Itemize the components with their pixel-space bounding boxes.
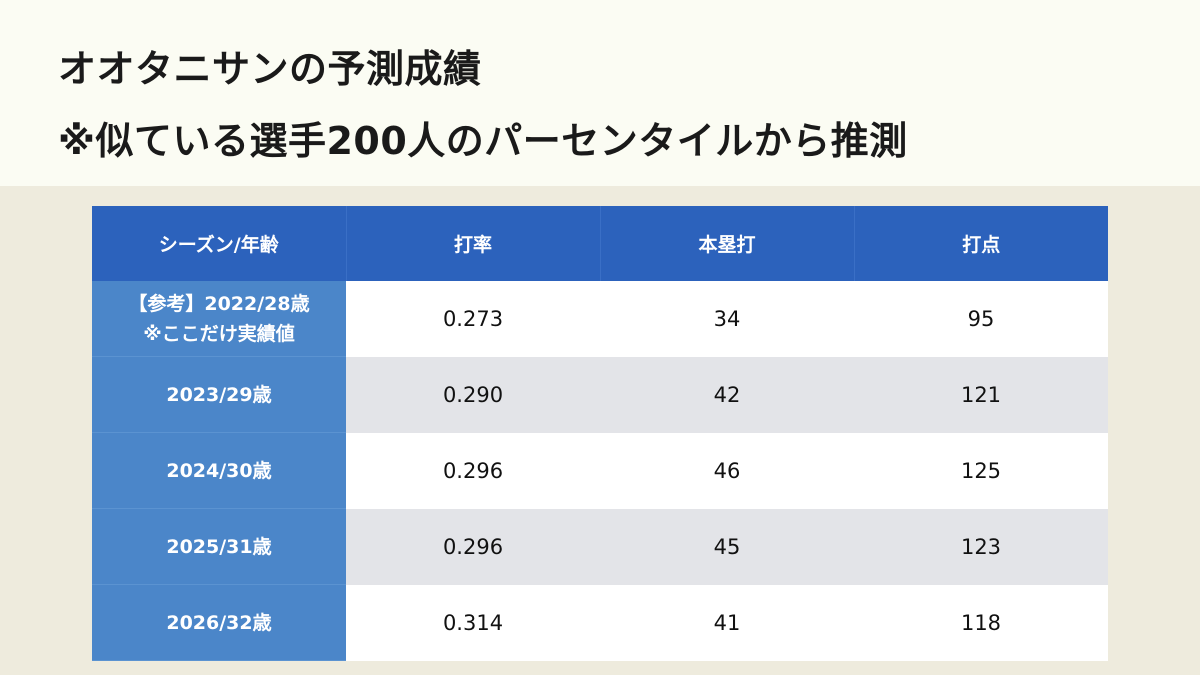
rbi-cell: 95 <box>854 281 1108 357</box>
rbi-cell: 123 <box>854 508 1108 585</box>
header-rbi: 打点 <box>854 206 1108 281</box>
avg-cell: 0.296 <box>346 508 600 585</box>
season-note: ※ここだけ実績値 <box>143 322 295 345</box>
page-subtitle: ※似ている選手200人のパーセンタイルから推測 <box>58 119 908 163</box>
table-row: 2024/30歳 0.296 46 125 <box>92 432 1108 509</box>
hr-cell: 41 <box>600 584 854 661</box>
hr-cell: 46 <box>600 432 854 509</box>
season-label: 2024/30歳 <box>92 432 346 509</box>
table-header-row: シーズン/年齢 打率 本塁打 打点 <box>92 206 1108 281</box>
header-season-age: シーズン/年齢 <box>92 206 347 281</box>
row-season-cell: 【参考】2022/28歳 ※ここだけ実績値 <box>92 281 346 357</box>
title-banner: オオタニサンの予測成績 ※似ている選手200人のパーセンタイルから推測 <box>0 0 1200 186</box>
hr-cell: 42 <box>600 356 854 433</box>
projection-table-container: シーズン/年齢 打率 本塁打 打点 【参考】2022/28歳 ※ここだけ実績値 … <box>92 206 1108 661</box>
hr-cell: 45 <box>600 508 854 585</box>
hr-cell: 34 <box>600 281 854 357</box>
page-title: オオタニサンの予測成績 <box>58 47 482 91</box>
header-batting-average: 打率 <box>346 206 601 281</box>
header-home-runs: 本塁打 <box>600 206 855 281</box>
season-label: 2025/31歳 <box>92 508 346 585</box>
projection-table: シーズン/年齢 打率 本塁打 打点 【参考】2022/28歳 ※ここだけ実績値 … <box>92 206 1108 661</box>
rbi-cell: 125 <box>854 432 1108 509</box>
season-label: 【参考】2022/28歳 <box>128 292 310 315</box>
avg-cell: 0.314 <box>346 584 600 661</box>
table-row: 2025/31歳 0.296 45 123 <box>92 508 1108 585</box>
avg-cell: 0.296 <box>346 432 600 509</box>
table-row: 2026/32歳 0.314 41 118 <box>92 584 1108 661</box>
rbi-cell: 118 <box>854 584 1108 661</box>
season-label: 2026/32歳 <box>92 584 346 661</box>
avg-cell: 0.290 <box>346 356 600 433</box>
avg-cell: 0.273 <box>346 281 600 357</box>
season-label: 2023/29歳 <box>92 356 346 433</box>
table-row: 2023/29歳 0.290 42 121 <box>92 356 1108 433</box>
rbi-cell: 121 <box>854 356 1108 433</box>
table-row: 【参考】2022/28歳 ※ここだけ実績値 0.273 34 95 <box>92 281 1108 357</box>
